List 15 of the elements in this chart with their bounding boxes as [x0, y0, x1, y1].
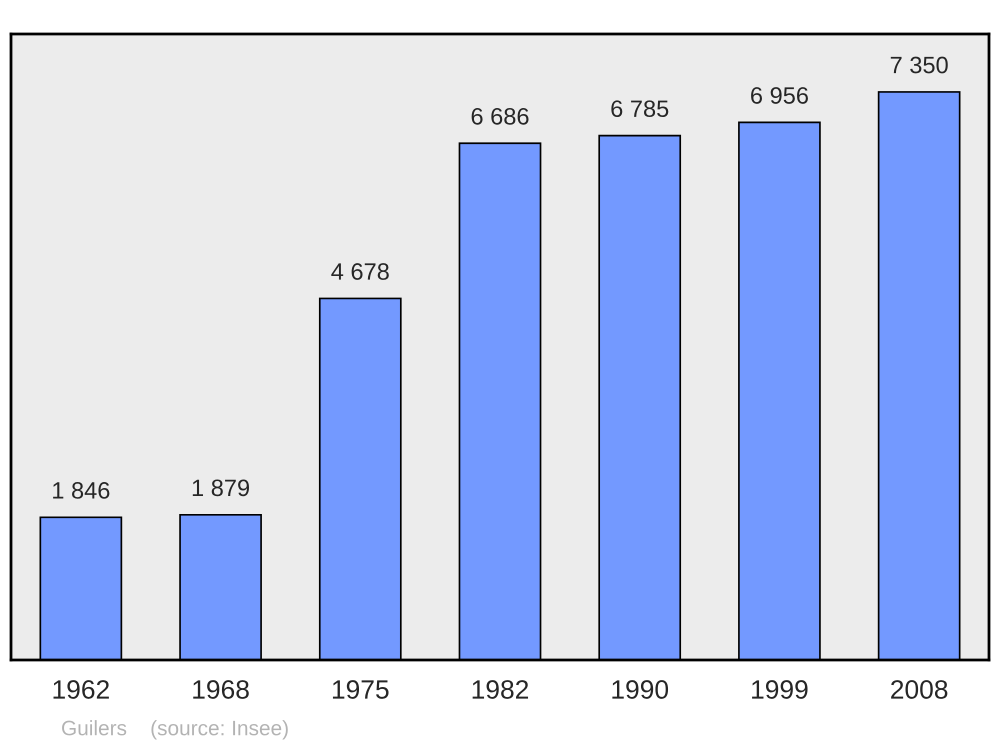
- data-label: 6 686: [472, 108, 529, 125]
- data-label: 6 785: [611, 100, 668, 118]
- data-label: 6 956: [751, 87, 808, 104]
- text: Guilers (source: Insee): [62, 720, 288, 740]
- x-tick-label: 1990: [612, 680, 668, 699]
- x-tick-label: 2008: [891, 680, 948, 699]
- x-tick-label: 1982: [472, 680, 528, 699]
- data-label: 4 678: [331, 263, 389, 280]
- x-tick-label: 1975: [332, 680, 389, 699]
- x-tick-label: 1962: [54, 680, 109, 699]
- data-label: 1 846: [53, 482, 110, 499]
- x-tick-label: 1968: [193, 680, 249, 699]
- data-label: 7 350: [890, 56, 948, 74]
- data-label: 1 879: [192, 480, 249, 496]
- x-tick-label: 1999: [752, 680, 808, 699]
